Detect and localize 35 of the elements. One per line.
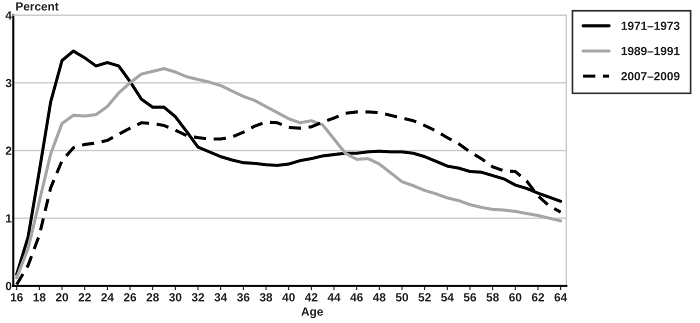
x-tick-label: 42 [304, 293, 318, 302]
y-tick-label: 2 [6, 146, 12, 155]
x-tick-label: 50 [396, 293, 408, 302]
x-tick-label: 28 [146, 293, 159, 302]
x-tick-label: 26 [124, 293, 136, 302]
x-tick-label: 60 [509, 293, 522, 302]
y-tick-label: 0 [6, 282, 12, 290]
x-tick-label: 64 [554, 293, 568, 302]
x-tick-label: 46 [350, 293, 363, 302]
x-axis-title: Age [301, 308, 323, 318]
x-tick-label: 18 [34, 293, 46, 302]
x-tick-label: 48 [372, 293, 386, 302]
x-tick-label: 52 [418, 293, 431, 302]
x-tick-label: 54 [441, 293, 454, 302]
legend-label: 1971–1973 [622, 22, 680, 30]
x-tick-label: 32 [192, 293, 204, 302]
legend-label: 2007–2009 [621, 72, 680, 80]
x-tick-label: 44 [328, 293, 340, 302]
x-tick-label: 22 [78, 293, 91, 302]
x-tick-label: 36 [237, 293, 250, 302]
x-tick-label: 62 [532, 293, 544, 302]
x-tick-label: 58 [486, 293, 499, 302]
x-tick-label: 40 [282, 293, 295, 302]
x-tick-label: 24 [101, 293, 114, 302]
y-tick-label: 4 [6, 11, 12, 20]
y-tick-label: 3 [6, 78, 12, 88]
legend-label: 1989–1991 [622, 46, 680, 56]
x-tick-label: 20 [56, 293, 68, 302]
x-tick-label: 16 [10, 293, 23, 302]
x-tick-label: 56 [464, 293, 476, 302]
y-tick-label: 1 [6, 214, 12, 222]
y-axis-title: Percent [16, 2, 59, 11]
x-tick-label: 30 [169, 293, 182, 302]
x-tick-label: 38 [260, 293, 272, 302]
x-tick-label: 34 [214, 293, 228, 302]
